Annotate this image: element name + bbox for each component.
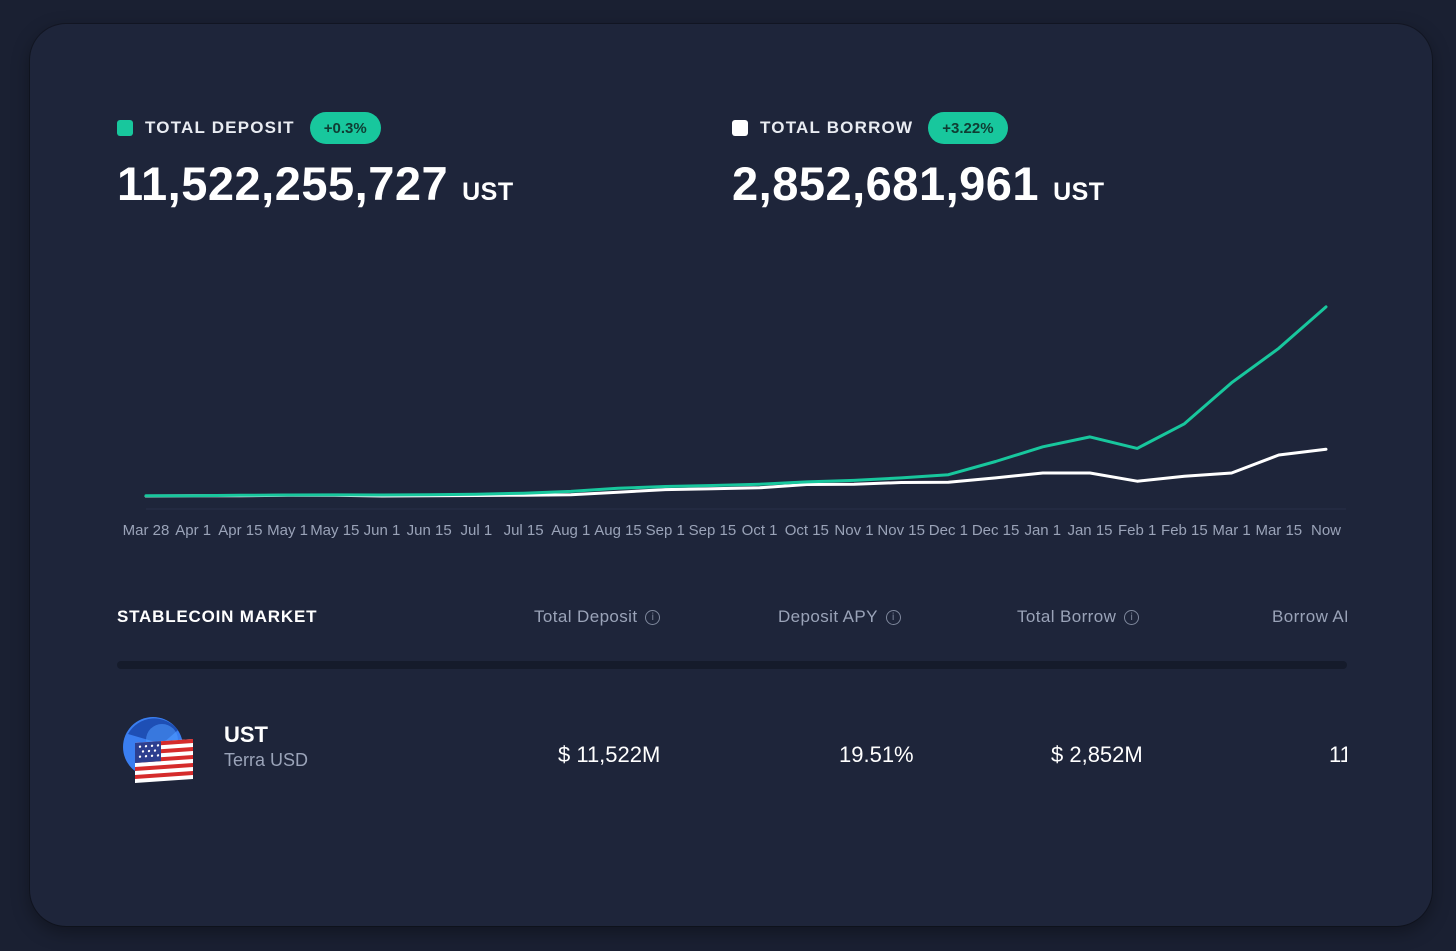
x-tick-label: Aug 1 bbox=[551, 522, 590, 539]
x-tick-label: Oct 15 bbox=[785, 522, 829, 539]
x-tick-label: Apr 15 bbox=[218, 522, 262, 539]
column-deposit-apy-label: Deposit APY bbox=[778, 607, 878, 626]
total-borrow-label: TOTAL BORROW bbox=[760, 118, 914, 137]
x-tick-label: May 1 bbox=[267, 522, 308, 539]
cell-borrow-apr: 11 bbox=[1329, 742, 1352, 767]
x-tick-label: May 15 bbox=[310, 522, 359, 539]
borrow-legend-swatch bbox=[732, 120, 748, 136]
table-row[interactable]: UST Terra USD $ 11,522M 19.51% $ 2,852M … bbox=[30, 714, 1432, 794]
column-total-deposit[interactable]: Total Deposit i bbox=[534, 607, 661, 627]
x-tick-label: Nov 15 bbox=[877, 522, 925, 539]
series-line-total-borrow bbox=[144, 447, 1328, 498]
x-tick-label: Jun 1 bbox=[364, 522, 401, 539]
deposit-change-badge: +0.3% bbox=[309, 112, 381, 144]
deposit-borrow-chart[interactable]: Mar 28 Apr 1 Apr 15 May 1 May 15 Jun 1 Jun 15 J… bbox=[30, 249, 1432, 549]
total-deposit-unit: UST bbox=[462, 178, 514, 206]
total-borrow-unit: UST bbox=[1053, 178, 1105, 206]
table-divider bbox=[117, 661, 1347, 669]
x-tick-label: Now bbox=[1311, 522, 1341, 539]
x-tick-label: Oct 1 bbox=[742, 522, 778, 539]
market-table-header: STABLECOIN MARKET Total Deposit i Deposi… bbox=[30, 607, 1432, 629]
total-borrow-value: 2,852,681,961 bbox=[732, 157, 1040, 210]
coin-name: Terra USD bbox=[224, 750, 309, 770]
x-tick-label: Sep 15 bbox=[689, 522, 737, 539]
x-tick-label: Dec 15 bbox=[972, 522, 1020, 539]
deposit-legend-swatch bbox=[117, 120, 133, 136]
market-card: TOTAL DEPOSIT +0.3% 11,522,255,727 UST T… bbox=[30, 24, 1432, 926]
cell-deposit-apy: 19.51% bbox=[839, 742, 914, 767]
total-deposit-value: 11,522,255,727 bbox=[117, 157, 449, 210]
x-tick-label: Jul 15 bbox=[504, 522, 544, 539]
x-tick-label: Jul 1 bbox=[461, 522, 493, 539]
column-total-borrow[interactable]: Total Borrow i bbox=[1017, 607, 1140, 627]
x-tick-label: Nov 1 bbox=[834, 522, 873, 539]
total-deposit-label: TOTAL DEPOSIT bbox=[145, 118, 295, 137]
ust-coin-icon bbox=[123, 717, 193, 783]
cell-total-borrow: $ 2,852M bbox=[1051, 742, 1143, 767]
total-deposit-stat: TOTAL DEPOSIT +0.3% 11,522,255,727 UST bbox=[117, 112, 514, 211]
info-icon[interactable]: i bbox=[885, 609, 901, 625]
info-icon[interactable]: i bbox=[1124, 609, 1140, 625]
x-tick-label: Mar 15 bbox=[1255, 522, 1302, 539]
column-total-borrow-label: Total Borrow bbox=[1017, 607, 1117, 626]
series-line-total-deposit bbox=[144, 305, 1328, 498]
table-overflow-mask bbox=[1347, 564, 1432, 864]
column-deposit-apy[interactable]: Deposit APY i bbox=[778, 607, 901, 627]
column-borrow-apr[interactable]: Borrow APR bbox=[1272, 607, 1369, 627]
x-tick-label: Sep 1 bbox=[646, 522, 685, 539]
total-borrow-stat: TOTAL BORROW +3.22% 2,852,681,961 UST bbox=[732, 112, 1105, 211]
cell-total-deposit: $ 11,522M bbox=[558, 742, 661, 767]
borrow-change-badge: +3.22% bbox=[928, 112, 1008, 144]
market-table-title: STABLECOIN MARKET bbox=[117, 607, 318, 626]
x-tick-label: Jan 1 bbox=[1024, 522, 1061, 539]
x-tick-label: Dec 1 bbox=[929, 522, 968, 539]
x-tick-label: Mar 28 bbox=[123, 522, 170, 539]
x-tick-label: Feb 1 bbox=[1118, 522, 1156, 539]
column-borrow-apr-label: Borrow APR bbox=[1272, 607, 1369, 626]
x-tick-label: Jan 15 bbox=[1067, 522, 1112, 539]
coin-symbol: UST bbox=[224, 722, 268, 747]
info-icon[interactable]: i bbox=[645, 609, 661, 625]
column-total-deposit-label: Total Deposit bbox=[534, 607, 638, 626]
x-tick-label: Apr 1 bbox=[175, 522, 211, 539]
x-tick-label: Feb 15 bbox=[1161, 522, 1208, 539]
x-tick-label: Mar 1 bbox=[1212, 522, 1250, 539]
x-tick-label: Aug 15 bbox=[594, 522, 642, 539]
x-tick-label: Jun 15 bbox=[407, 522, 452, 539]
